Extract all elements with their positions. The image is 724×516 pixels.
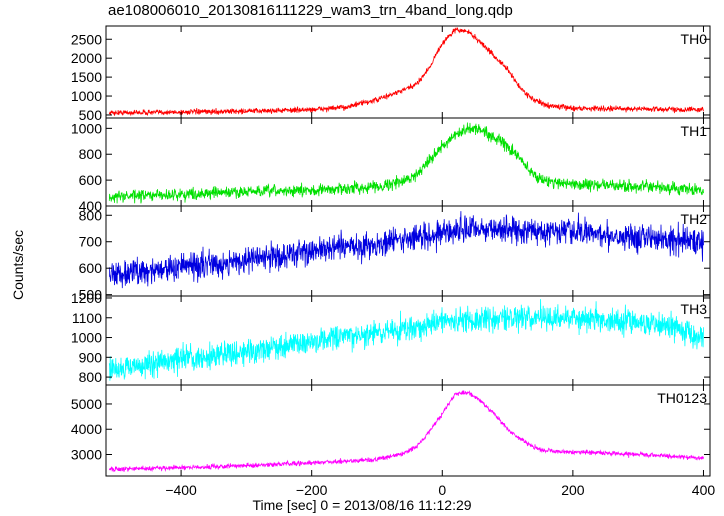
- y-tick-label: 1000: [71, 88, 102, 104]
- y-tick-label: 2000: [71, 50, 102, 66]
- panel-name-th3: TH3: [681, 301, 708, 317]
- x-tick-label: 400: [692, 482, 716, 498]
- y-axis-label: Counts/sec: [10, 229, 26, 300]
- panel-frame-th2: [105, 205, 711, 297]
- y-tick-label: 1100: [72, 310, 102, 326]
- x-tick-label: −200: [296, 482, 328, 498]
- series-th1: [108, 122, 704, 204]
- y-tick-label: 800: [79, 369, 103, 385]
- series-th0: [108, 26, 704, 117]
- y-tick-label: 5000: [71, 396, 102, 412]
- x-axis-label: Time [sec] 0 = 2013/08/16 11:12:29: [252, 497, 472, 513]
- x-tick-label: −400: [165, 482, 197, 498]
- chart-title: ae108006010_20130816111229_wam3_trn_4ban…: [108, 2, 513, 19]
- y-tick-label: 400: [79, 198, 103, 214]
- y-tick-label: 800: [79, 207, 103, 223]
- y-tick-label: 800: [79, 146, 103, 162]
- y-tick-label: 2500: [71, 31, 102, 47]
- panel-frame-th0123: [105, 384, 711, 477]
- panel-name-th1: TH1: [681, 123, 708, 139]
- x-tick-label: 0: [438, 482, 446, 498]
- y-tick-label: 900: [79, 349, 103, 365]
- y-tick-label: 4000: [71, 421, 102, 437]
- y-tick-label: 600: [79, 172, 103, 188]
- series-th0123: [108, 390, 704, 473]
- y-tick-label: 1000: [71, 330, 102, 346]
- panel-frame-th1: [105, 117, 711, 207]
- panel-name-th2: TH2: [681, 211, 708, 227]
- panel-frame-th0: [105, 25, 711, 119]
- y-tick-label: 1000: [71, 120, 102, 136]
- series-th3: [108, 299, 704, 381]
- panel-name-th0123: TH0123: [657, 390, 707, 406]
- panel-name-th0: TH0: [681, 31, 708, 47]
- y-tick-label: 3000: [71, 447, 102, 463]
- y-tick-label: 1500: [71, 69, 102, 85]
- y-tick-label: 500: [79, 107, 103, 123]
- series-th2: [108, 211, 704, 289]
- y-tick-label: 700: [79, 234, 103, 250]
- y-tick-label: 600: [79, 260, 103, 276]
- y-tick-label: 1200: [71, 290, 102, 306]
- y-tick-label: 500: [79, 287, 103, 303]
- panel-frame-th3: [105, 295, 711, 386]
- x-tick-label: 200: [561, 482, 585, 498]
